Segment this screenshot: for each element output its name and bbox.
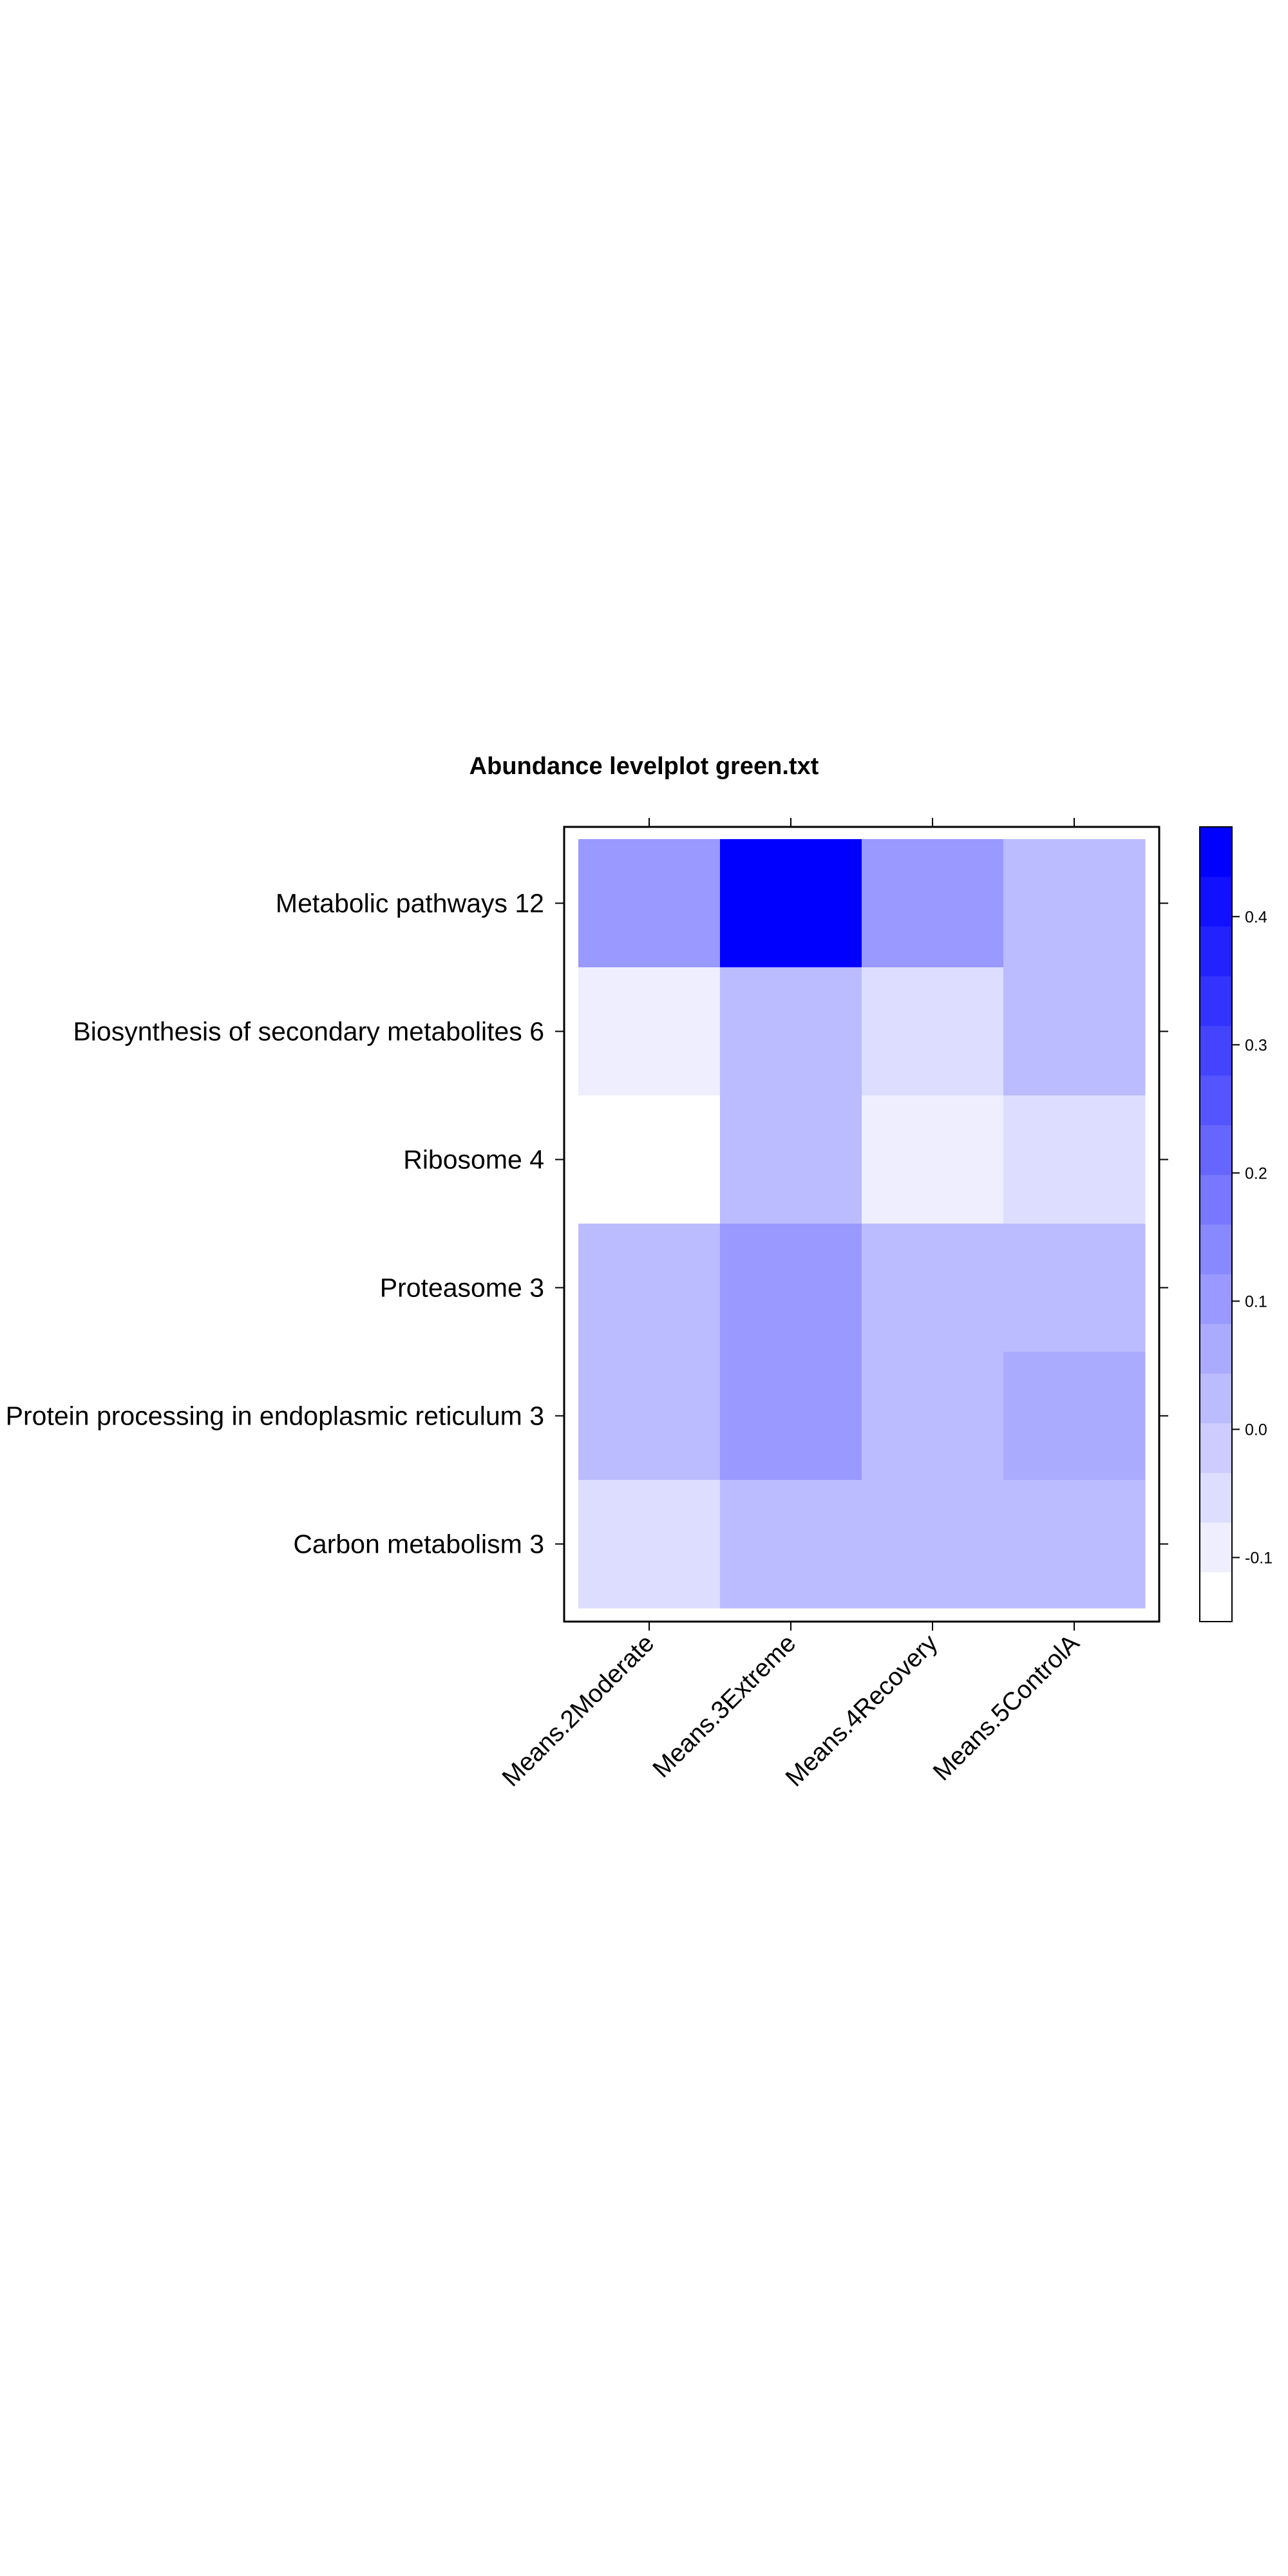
heatmap-cell	[720, 967, 862, 1096]
colorbar-segment	[1200, 1075, 1232, 1126]
plot-panel-frame	[563, 826, 1160, 1623]
colorbar-segment	[1200, 827, 1232, 877]
column-label: Means.5ControlA	[928, 1629, 1084, 1786]
heatmap-cell	[578, 839, 721, 968]
column-label: Means.2Moderate	[497, 1629, 660, 1792]
colorbar-tick-label: 0.2	[1245, 1164, 1267, 1182]
colorbar-tick-label: -0.1	[1245, 1549, 1273, 1567]
colorbar-segment	[1200, 1274, 1232, 1324]
colorbar-segment	[1200, 1472, 1232, 1523]
colorbar-tick-label: 0.3	[1245, 1036, 1267, 1054]
heatmap-cell	[862, 1224, 1004, 1352]
column-labels: Means.2ModerateMeans.3ExtremeMeans.4Reco…	[497, 1629, 1085, 1792]
row-label: Proteasome 3	[380, 1273, 544, 1303]
heatmap-cell	[720, 1352, 862, 1481]
heatmap-cell	[578, 1095, 721, 1224]
heatmap-cell	[578, 967, 721, 1096]
heatmap-cells	[578, 839, 1146, 1609]
colorbar-segment	[1200, 1323, 1232, 1374]
column-label: Means.4Recovery	[781, 1629, 943, 1792]
colorbar-segment	[1200, 1423, 1232, 1473]
chart-title: Abundance levelplot green.txt	[469, 753, 819, 780]
colorbar-segment	[1200, 1174, 1232, 1225]
axis-ticks	[555, 818, 1168, 1631]
heatmap-cell	[1003, 967, 1146, 1096]
colorbar-segment	[1200, 876, 1232, 927]
colorbar-tick-label: 0.4	[1245, 908, 1267, 926]
colorbar-segment	[1200, 926, 1232, 976]
row-label: Ribosome 4	[403, 1145, 544, 1175]
heatmap-cell	[862, 1095, 1004, 1224]
row-label: Biosynthesis of secondary metabolites 6	[73, 1017, 544, 1046]
colorbar-legend: -0.1 0.0 0.1 0.2 0.3 0.4	[1199, 826, 1273, 1622]
heatmap-cell	[578, 1352, 721, 1481]
heatmap-cell	[1003, 839, 1146, 968]
heatmap-cell	[720, 1480, 862, 1609]
column-label: Means.3Extreme	[648, 1629, 802, 1783]
heatmap-cell	[862, 967, 1004, 1096]
row-label: Metabolic pathways 12	[276, 889, 544, 918]
colorbar-segment	[1200, 1571, 1232, 1622]
heatmap-cell	[1003, 1352, 1146, 1481]
colorbar-segment	[1200, 1224, 1232, 1274]
colorbar-segment	[1200, 1373, 1232, 1423]
heatmap-cell	[862, 1352, 1004, 1481]
heatmap-cell	[720, 1224, 862, 1352]
heatmap-cell	[1003, 1224, 1146, 1352]
heatmap-cell	[1003, 1480, 1146, 1609]
colorbar-segment	[1200, 976, 1232, 1026]
heatmap-cell	[720, 1095, 862, 1224]
heatmap-cell	[1003, 1095, 1146, 1224]
row-labels: Metabolic pathways 12 Biosynthesis of sec…	[6, 889, 544, 1559]
row-label: Carbon metabolism 3	[293, 1530, 544, 1559]
heatmap-cell	[720, 839, 862, 968]
heatmap-cell	[862, 839, 1004, 968]
colorbar-frame	[1199, 826, 1233, 1622]
heatmap-cell	[578, 1224, 721, 1352]
row-label: Protein processing in endoplasmic reticu…	[6, 1401, 544, 1431]
colorbar-tick-label: 0.0	[1245, 1421, 1267, 1439]
heatmap-cell	[578, 1480, 721, 1609]
heatmap-cell	[862, 1480, 1004, 1609]
colorbar-segment	[1200, 1124, 1232, 1175]
colorbar-segment	[1200, 1522, 1232, 1573]
colorbar-tick-label: 0.1	[1245, 1293, 1267, 1311]
colorbar-segment	[1200, 1025, 1232, 1076]
